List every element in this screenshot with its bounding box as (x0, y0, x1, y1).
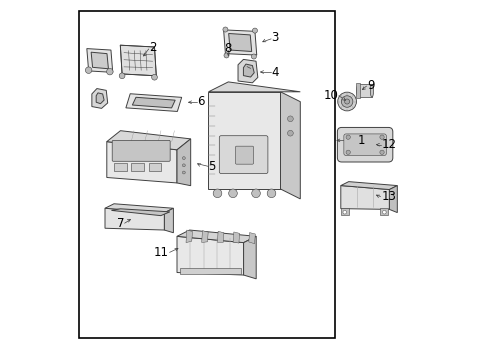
Bar (358, 84, 371, 97)
Text: 11: 11 (154, 246, 168, 259)
Circle shape (213, 189, 222, 198)
Polygon shape (243, 64, 254, 77)
Polygon shape (388, 186, 397, 212)
Bar (131, 163, 143, 171)
Bar (79, 11, 334, 338)
Polygon shape (132, 97, 175, 108)
Circle shape (337, 92, 356, 111)
Polygon shape (177, 230, 256, 243)
Circle shape (342, 210, 346, 214)
Bar (380, 208, 387, 215)
Bar (355, 83, 360, 98)
Circle shape (346, 135, 349, 139)
Polygon shape (105, 204, 173, 213)
Text: 1: 1 (357, 134, 365, 147)
Text: 10: 10 (323, 89, 337, 102)
Circle shape (341, 96, 352, 107)
Polygon shape (120, 45, 156, 76)
Circle shape (382, 210, 386, 214)
FancyBboxPatch shape (235, 146, 253, 164)
Circle shape (119, 73, 125, 79)
Circle shape (85, 67, 92, 73)
Circle shape (379, 150, 384, 154)
Circle shape (287, 116, 293, 122)
Text: 3: 3 (271, 31, 278, 44)
Circle shape (344, 99, 349, 104)
Circle shape (228, 189, 237, 198)
Circle shape (251, 54, 256, 59)
Circle shape (182, 164, 185, 167)
Text: 8: 8 (224, 42, 231, 55)
Bar (148, 163, 161, 171)
Ellipse shape (356, 84, 359, 97)
Polygon shape (96, 93, 104, 104)
Circle shape (182, 171, 185, 174)
Circle shape (379, 135, 384, 139)
Polygon shape (106, 131, 190, 150)
Circle shape (266, 189, 275, 198)
Polygon shape (243, 236, 256, 279)
Polygon shape (217, 231, 224, 243)
FancyBboxPatch shape (343, 134, 386, 156)
Polygon shape (111, 209, 169, 216)
Bar (180, 268, 240, 274)
Polygon shape (91, 52, 108, 69)
Circle shape (251, 189, 260, 198)
Polygon shape (185, 230, 192, 243)
Polygon shape (248, 233, 255, 244)
Text: 13: 13 (381, 190, 395, 203)
Polygon shape (201, 231, 208, 243)
Bar (340, 208, 348, 215)
Circle shape (106, 68, 113, 75)
Ellipse shape (369, 84, 373, 97)
Text: 6: 6 (197, 95, 204, 108)
Circle shape (224, 53, 228, 58)
Circle shape (182, 157, 185, 159)
Text: 2: 2 (149, 41, 156, 54)
Polygon shape (340, 186, 388, 210)
Polygon shape (92, 89, 107, 108)
Polygon shape (208, 92, 280, 189)
Polygon shape (340, 181, 397, 189)
Bar (114, 163, 126, 171)
Polygon shape (87, 49, 113, 72)
Circle shape (346, 150, 349, 154)
Text: 4: 4 (271, 66, 279, 78)
Circle shape (252, 28, 257, 33)
Polygon shape (280, 92, 300, 199)
Text: 7: 7 (117, 217, 124, 230)
Polygon shape (238, 59, 257, 83)
Polygon shape (228, 33, 251, 51)
Polygon shape (125, 94, 182, 112)
Text: 9: 9 (366, 79, 374, 92)
Polygon shape (177, 236, 243, 275)
Polygon shape (106, 141, 177, 183)
Polygon shape (105, 208, 164, 230)
FancyBboxPatch shape (337, 127, 392, 162)
Polygon shape (233, 232, 239, 243)
Circle shape (223, 27, 227, 32)
Circle shape (287, 130, 293, 136)
Polygon shape (177, 139, 190, 186)
Polygon shape (223, 30, 256, 55)
Polygon shape (164, 208, 173, 233)
FancyBboxPatch shape (219, 136, 267, 174)
Polygon shape (208, 82, 300, 92)
Text: 12: 12 (381, 138, 395, 151)
Circle shape (151, 75, 157, 80)
FancyBboxPatch shape (112, 140, 170, 161)
Text: 5: 5 (208, 160, 215, 173)
